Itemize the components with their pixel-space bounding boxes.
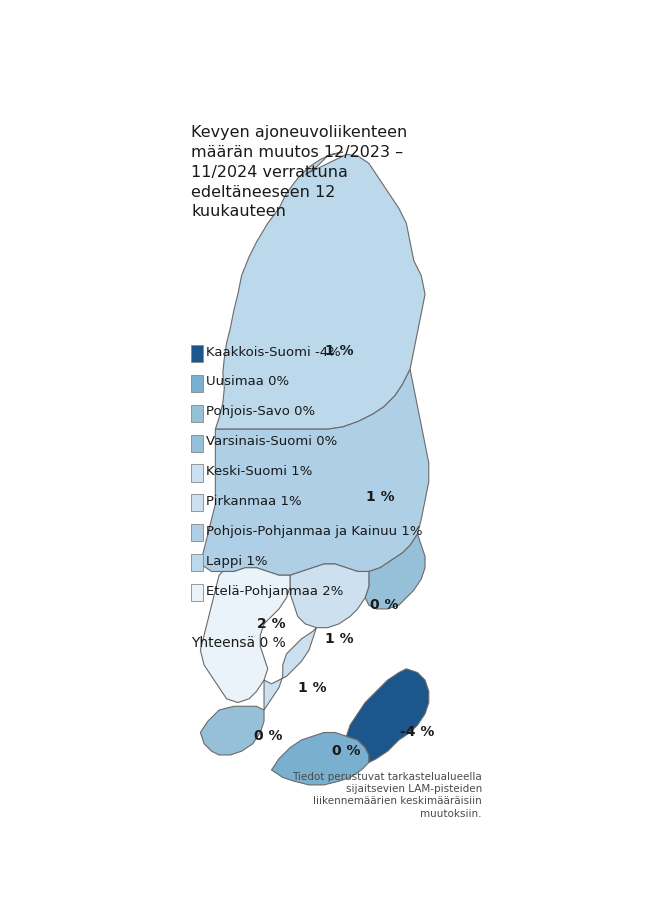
- FancyBboxPatch shape: [192, 584, 203, 602]
- FancyBboxPatch shape: [192, 345, 203, 362]
- FancyBboxPatch shape: [192, 554, 203, 571]
- Text: Tiedot perustuvat tarkastelualueella
sijaitsevien LAM-pisteiden
liikennemäärien : Tiedot perustuvat tarkastelualueella sij…: [292, 772, 482, 819]
- FancyBboxPatch shape: [192, 524, 203, 541]
- FancyBboxPatch shape: [192, 405, 203, 421]
- Polygon shape: [365, 534, 425, 609]
- Polygon shape: [290, 564, 369, 627]
- Text: Yhteensä 0 %: Yhteensä 0 %: [192, 636, 286, 650]
- Text: 1 %: 1 %: [298, 681, 327, 695]
- Text: Pohjois-Pohjanmaa ja Kainuu 1%: Pohjois-Pohjanmaa ja Kainuu 1%: [206, 525, 422, 538]
- Text: 1 %: 1 %: [324, 632, 353, 646]
- Text: Etelä-Pohjanmaa 2%: Etelä-Pohjanmaa 2%: [206, 585, 343, 598]
- Text: 1 %: 1 %: [324, 344, 353, 358]
- FancyBboxPatch shape: [192, 494, 203, 512]
- Text: Keski-Suomi 1%: Keski-Suomi 1%: [206, 465, 312, 478]
- Text: Lappi 1%: Lappi 1%: [206, 554, 267, 567]
- Text: 0 %: 0 %: [332, 744, 360, 759]
- Polygon shape: [264, 627, 317, 710]
- Text: Uusimaa 0%: Uusimaa 0%: [206, 375, 289, 388]
- Polygon shape: [347, 669, 429, 762]
- Text: 1 %: 1 %: [366, 490, 394, 504]
- Text: 0 %: 0 %: [370, 598, 398, 613]
- Text: -4 %: -4 %: [400, 725, 435, 739]
- Text: Pohjois-Savo 0%: Pohjois-Savo 0%: [206, 406, 315, 419]
- Text: Kevyen ajoneuvoliikenteen
määrän muutos 12/2023 –
11/2024 verrattuna
edeltäneese: Kevyen ajoneuvoliikenteen määrän muutos …: [192, 125, 407, 219]
- Polygon shape: [200, 567, 290, 702]
- FancyBboxPatch shape: [192, 375, 203, 392]
- Text: Varsinais-Suomi 0%: Varsinais-Suomi 0%: [206, 435, 337, 448]
- Polygon shape: [200, 370, 429, 576]
- Text: Pirkanmaa 1%: Pirkanmaa 1%: [206, 495, 301, 508]
- Polygon shape: [200, 706, 264, 755]
- Text: 2 %: 2 %: [257, 617, 286, 631]
- Polygon shape: [271, 733, 369, 784]
- FancyBboxPatch shape: [192, 465, 203, 481]
- Text: Kaakkois-Suomi -4%: Kaakkois-Suomi -4%: [206, 346, 341, 359]
- Text: 0 %: 0 %: [254, 729, 282, 743]
- FancyBboxPatch shape: [192, 434, 203, 452]
- Polygon shape: [215, 152, 425, 429]
